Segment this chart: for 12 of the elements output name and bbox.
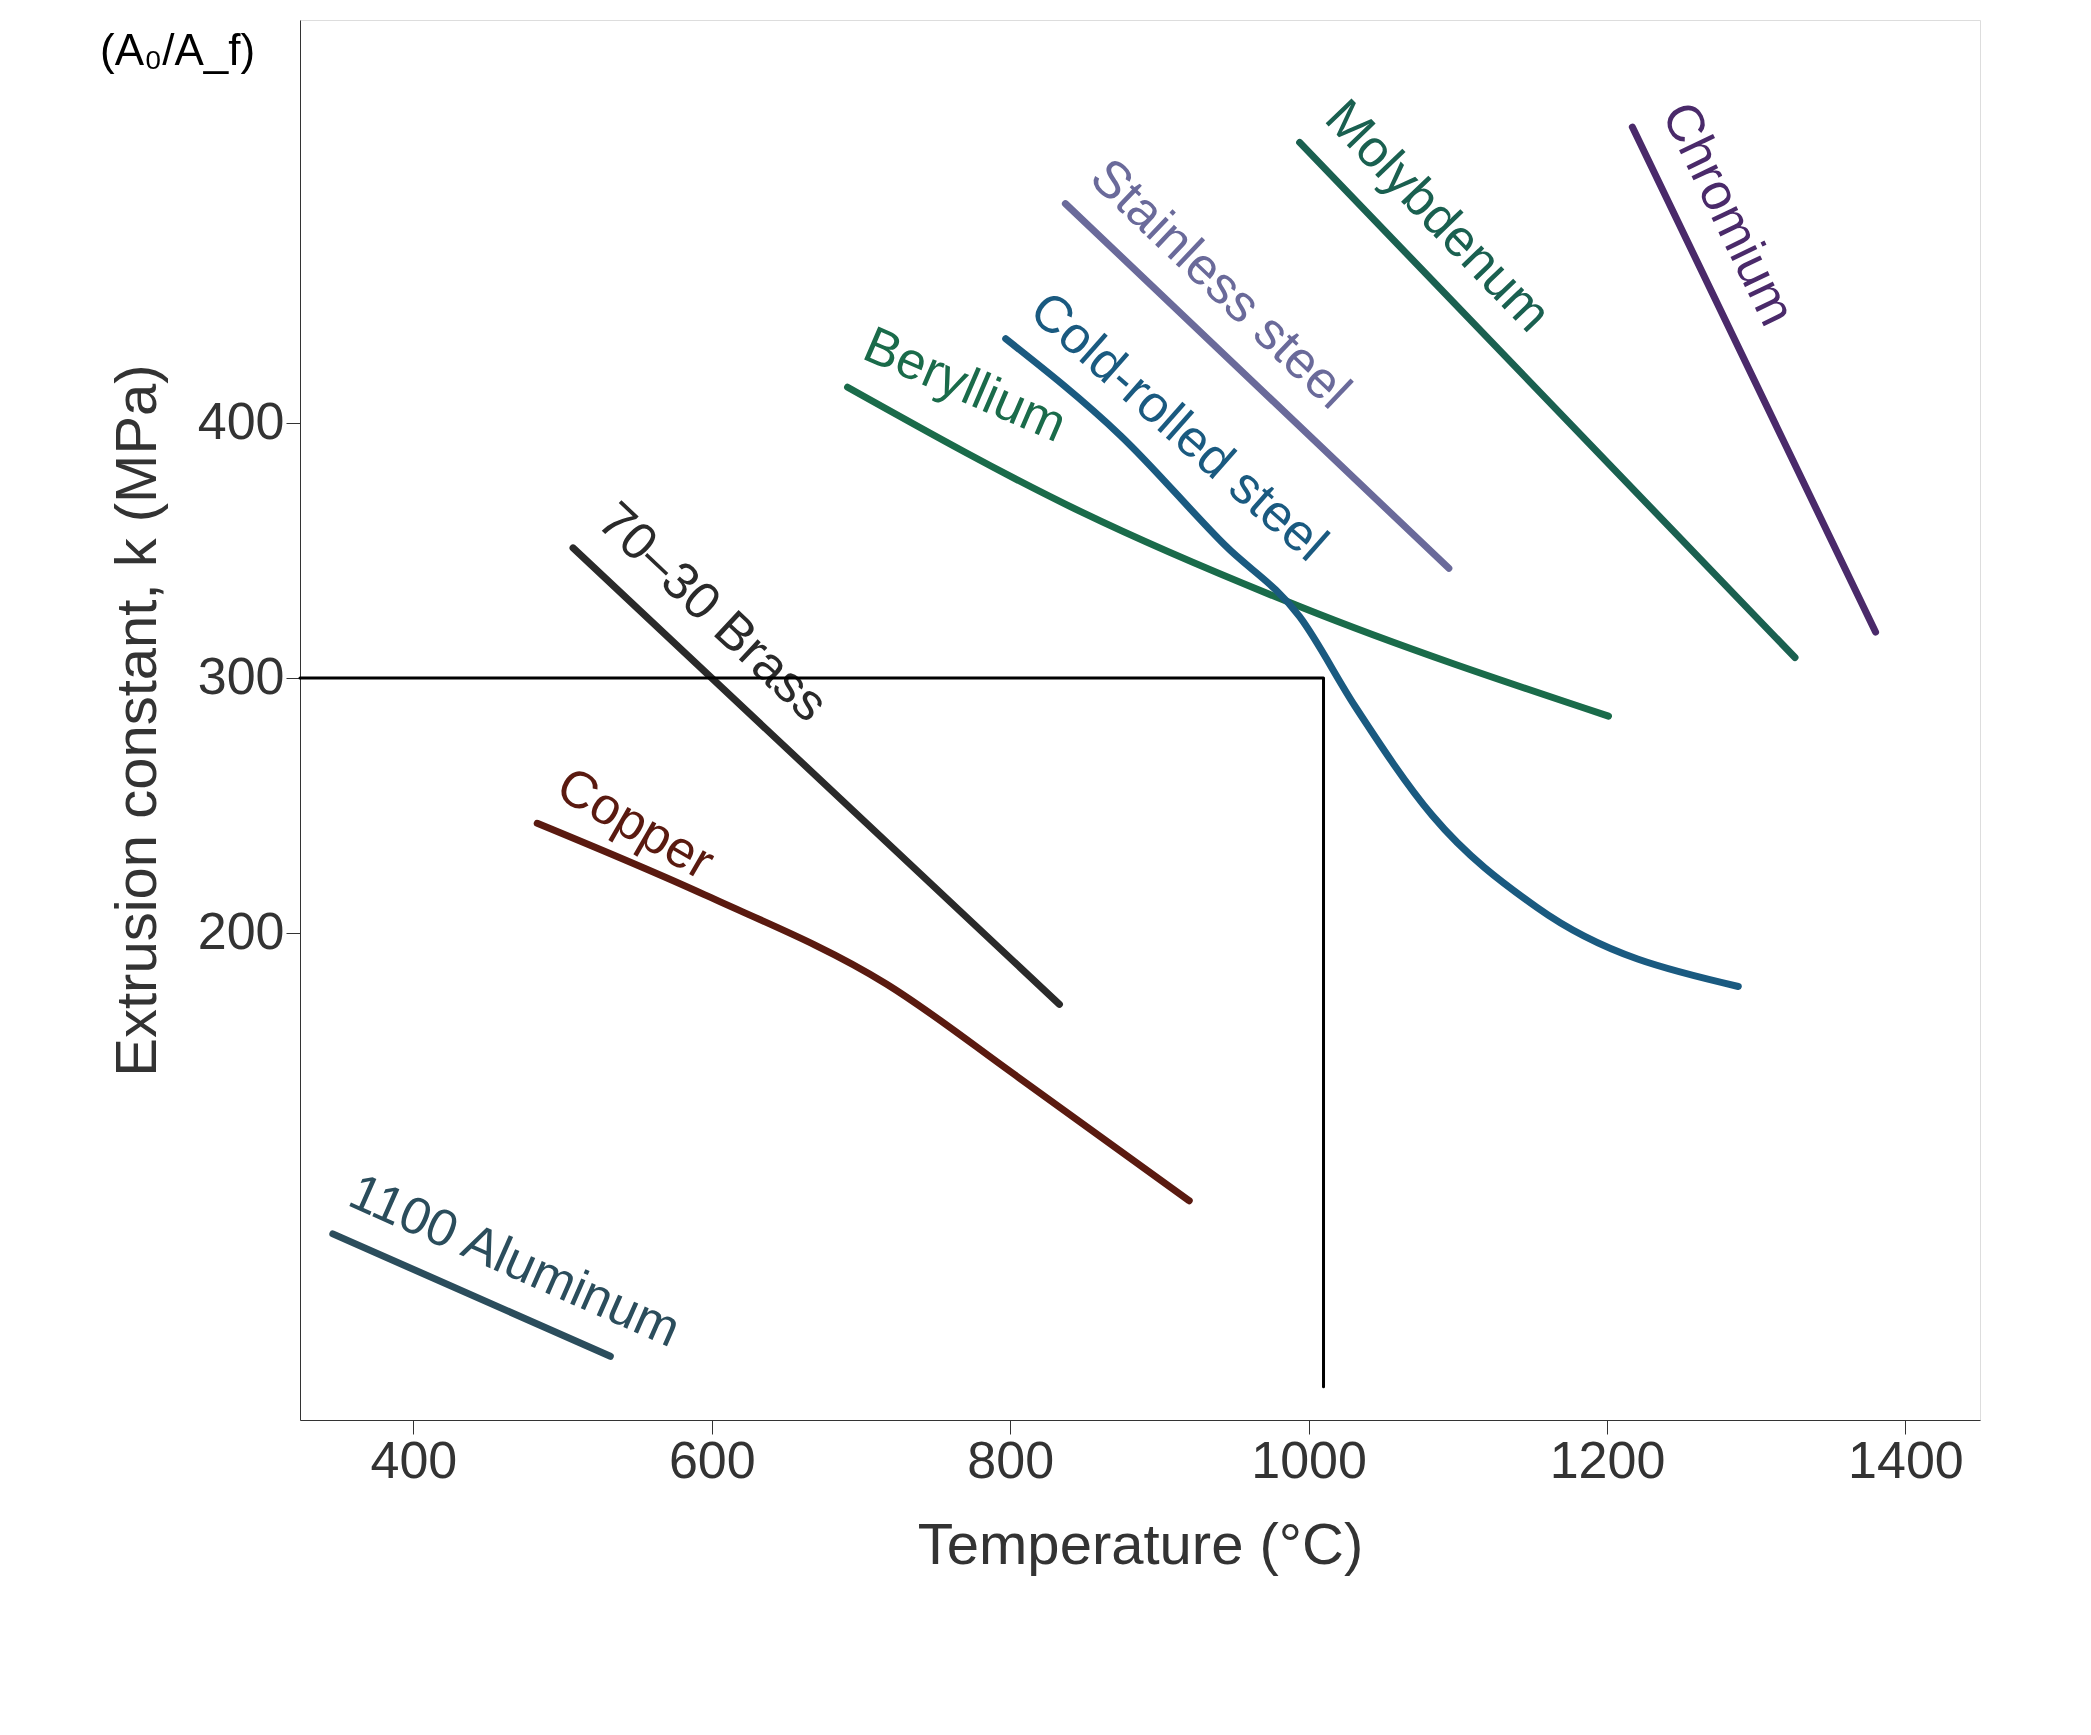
x-tick-label: 1000 [1251, 1430, 1367, 1489]
y-tick-label: 300 [197, 647, 285, 706]
x-tick-label: 1400 [1848, 1430, 1964, 1489]
y-axis-title: Extrusion constant, k (MPa) [102, 364, 168, 1077]
y-tick-label: 200 [197, 902, 285, 961]
x-tick-label: 1200 [1549, 1430, 1666, 1489]
x-tick-label: 800 [967, 1430, 1055, 1489]
x-tick-label: 600 [668, 1430, 756, 1489]
y-tick-label: 400 [197, 392, 285, 451]
text: (A₀/A_f) [100, 25, 256, 74]
x-axis-title: Temperature (°C) [917, 1510, 1364, 1576]
x-tick-label: 400 [370, 1430, 458, 1489]
